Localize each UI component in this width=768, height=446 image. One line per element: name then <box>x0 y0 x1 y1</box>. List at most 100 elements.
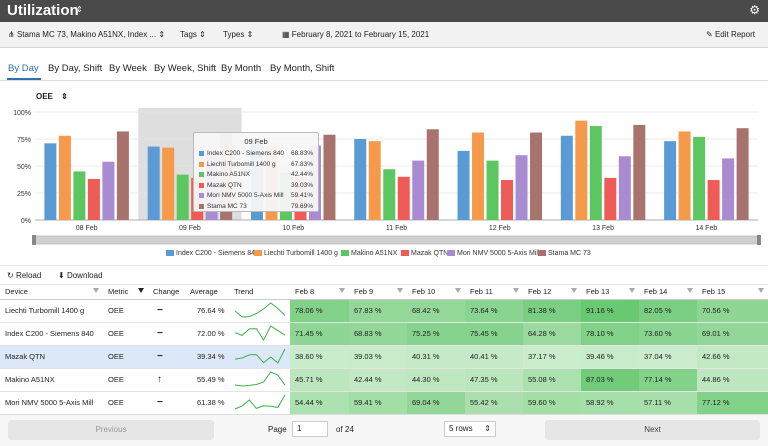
bar[interactable] <box>102 161 115 220</box>
filter-icon[interactable] <box>455 288 461 293</box>
bar[interactable] <box>618 156 631 220</box>
table-row[interactable]: Index C200 - Siemens 840 OEE −72.00 % 71.45… <box>0 322 768 346</box>
legend-item[interactable]: Mazak QTN <box>401 250 448 257</box>
table-row[interactable]: Mazak QTN OEE −39.34 % 38.60 % 39.03 % 40.31 … <box>0 345 768 369</box>
column-header[interactable]: Feb 14 <box>639 285 697 300</box>
column-header[interactable]: Feb 13 <box>581 285 639 300</box>
column-header[interactable]: Average <box>185 285 229 300</box>
bar[interactable] <box>73 171 86 220</box>
bar[interactable] <box>664 141 677 220</box>
filter-icon[interactable] <box>629 288 635 293</box>
reload-button[interactable]: ↻ Reload <box>7 271 42 280</box>
legend-label: Liechti Turbomill 1400 g <box>264 250 338 257</box>
bar[interactable] <box>722 158 735 220</box>
gear-icon[interactable]: ⚙ <box>749 3 760 17</box>
table-row[interactable]: Mori NMV 5000 5-Axis Mill OEE −61.38 % 54.4… <box>0 391 768 415</box>
title-switch-icon[interactable]: ⇕ <box>76 5 83 14</box>
filter-icon[interactable] <box>687 288 693 293</box>
bar[interactable] <box>515 155 528 220</box>
page-title[interactable]: Utilization <box>7 2 79 19</box>
filter-icon[interactable] <box>93 288 99 293</box>
bar[interactable] <box>560 135 573 220</box>
download-button[interactable]: ⬇ Download <box>58 271 103 280</box>
sort-icon: ⇕ <box>61 92 68 101</box>
bar[interactable] <box>678 131 691 220</box>
table-row[interactable]: Liechti Turbomill 1400 g OEE −76.64 % 78.06… <box>0 299 768 323</box>
legend-item[interactable]: Makino A51NX <box>341 250 397 257</box>
edit-report-button[interactable]: ✎ Edit Report <box>706 30 755 39</box>
legend-item[interactable]: Stama MC 73 <box>538 250 591 257</box>
bar[interactable] <box>693 136 706 220</box>
tab-by-month-shift[interactable]: By Month, Shift <box>270 63 335 74</box>
rows-per-page-select[interactable]: 5 rows ⇕ <box>444 421 496 437</box>
filter-icon[interactable] <box>513 288 519 293</box>
bar[interactable] <box>736 128 749 220</box>
bar[interactable] <box>575 120 588 220</box>
tooltip-swatch <box>199 193 204 198</box>
tab-by-week-shift[interactable]: By Week, Shift <box>154 63 217 74</box>
column-header[interactable]: Feb 8 <box>290 285 349 300</box>
tab-by-day[interactable]: By Day <box>8 63 39 74</box>
date-range-picker[interactable]: ▦ February 8, 2021 to February 15, 2021 <box>282 30 430 39</box>
bar[interactable] <box>176 174 189 220</box>
filter-icon[interactable] <box>397 288 403 293</box>
bar[interactable] <box>397 176 410 220</box>
previous-button[interactable]: Previous <box>8 420 214 440</box>
tab-by-day-shift[interactable]: By Day, Shift <box>48 63 103 74</box>
tab-by-week[interactable]: By Week <box>109 63 147 74</box>
sparkline-path <box>234 394 286 409</box>
bar[interactable] <box>633 124 646 220</box>
y-tick-label: 75% <box>17 137 31 144</box>
bar[interactable] <box>486 160 499 220</box>
bar[interactable] <box>426 129 439 220</box>
legend-item[interactable]: Liechti Turbomill 1400 g <box>254 250 338 257</box>
filter-icon[interactable] <box>339 288 345 293</box>
column-header[interactable]: Change <box>148 285 185 300</box>
column-header[interactable]: Feb 9 <box>349 285 407 300</box>
bar[interactable] <box>116 131 129 220</box>
bar[interactable] <box>457 150 470 220</box>
tags-filter[interactable]: Tags ⇕ <box>180 30 206 39</box>
column-header[interactable]: Trend <box>229 285 290 300</box>
column-header[interactable]: Feb 12 <box>523 285 581 300</box>
page-input[interactable]: 1 <box>292 421 328 437</box>
types-filter[interactable]: Types ⇕ <box>223 30 254 39</box>
column-header[interactable]: Feb 10 <box>407 285 465 300</box>
table-row[interactable]: Makino A51NX OEE ↑ 55.49 % 45.71 % 42.44 % 44.… <box>0 368 768 392</box>
legend-item[interactable]: Index C200 - Siemens 840 <box>166 250 259 257</box>
bar[interactable] <box>472 132 485 220</box>
column-header[interactable]: Feb 11 <box>465 285 523 300</box>
tooltip-swatch <box>199 161 204 167</box>
bar[interactable] <box>87 178 100 220</box>
bar[interactable] <box>707 180 720 220</box>
next-button[interactable]: Next <box>545 420 760 440</box>
column-header[interactable]: Device <box>0 285 103 300</box>
bar[interactable] <box>58 135 71 220</box>
metric-select[interactable]: OEE ⇕ <box>36 92 68 101</box>
bar[interactable] <box>589 126 602 220</box>
bar[interactable] <box>147 146 160 220</box>
legend-item[interactable]: Mori NMV 5000 5-Axis Mill <box>447 250 539 257</box>
column-header[interactable]: Metric <box>103 285 148 300</box>
bar[interactable] <box>604 177 617 220</box>
bar[interactable] <box>354 139 367 220</box>
bar[interactable] <box>412 160 425 220</box>
filter-icon[interactable] <box>138 288 144 293</box>
navigator-handle-right[interactable] <box>757 235 761 245</box>
trend-sparkline <box>234 394 286 409</box>
bar[interactable] <box>368 141 381 220</box>
bar[interactable] <box>383 169 396 220</box>
chart-tooltip: 09 Feb Index C200 - Siemens 840 68.83% Lie… <box>193 132 319 212</box>
navigator-handle-left[interactable] <box>32 235 36 245</box>
filter-icon[interactable] <box>571 288 577 293</box>
range-navigator[interactable] <box>34 235 759 245</box>
device-filter[interactable]: ⋔ Stama MC 73, Makino A51NX, Index ... ⇕ <box>8 30 166 39</box>
bar[interactable] <box>323 134 336 220</box>
bar[interactable] <box>530 132 543 220</box>
bar[interactable] <box>162 147 175 220</box>
tab-by-month[interactable]: By Month <box>221 63 262 74</box>
bar[interactable] <box>44 143 57 220</box>
bar[interactable] <box>501 180 514 220</box>
filter-icon[interactable] <box>758 288 764 293</box>
column-header[interactable]: Feb 15 <box>697 285 768 300</box>
